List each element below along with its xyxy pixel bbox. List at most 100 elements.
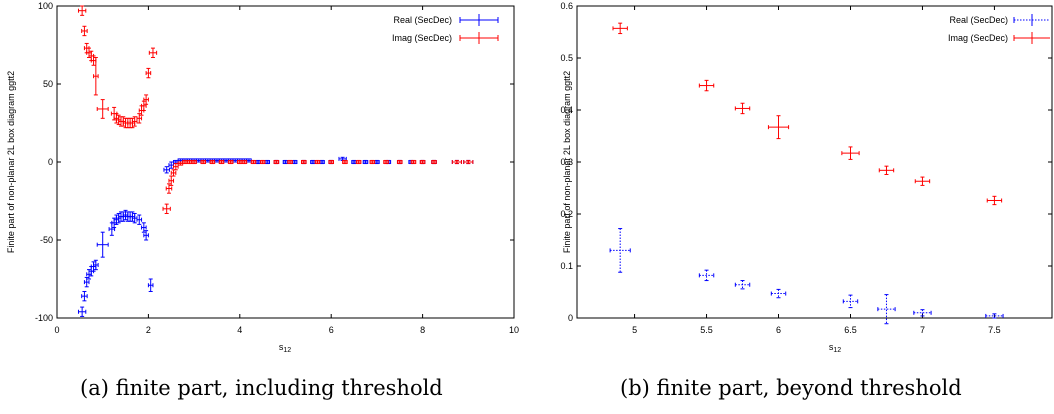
data-point (319, 159, 325, 165)
y-tick-label: 0.4 (560, 105, 573, 115)
x-tick-label: 0 (54, 325, 59, 335)
data-point (173, 163, 179, 171)
data-point (93, 259, 99, 271)
data-point (255, 159, 261, 165)
chart-b-ylabel: Finite part of non-planar 2L box diagram… (562, 71, 572, 253)
data-point (136, 113, 143, 124)
data-point (878, 165, 895, 175)
y-tick-label: 0.2 (560, 209, 573, 219)
chart-b-legend-swatch-real (1013, 14, 1050, 26)
data-point (81, 25, 88, 37)
data-point (131, 116, 138, 127)
chart-b-ticks: 5 5.5 6 6.5 7 7.5 0 0.1 0.2 0.3 0.4 0.5 0.6 (560, 1, 1052, 335)
chart-b-xlabel-main: s (829, 342, 834, 352)
data-point (162, 203, 171, 214)
data-point (168, 161, 175, 169)
data-point (396, 159, 403, 165)
data-point (609, 228, 631, 273)
chart-a-legend-label-real: Real (SecDec) (393, 15, 452, 25)
chart-a-xlabel: s12 (279, 342, 291, 354)
data-point (209, 159, 216, 165)
data-point (93, 56, 99, 96)
x-tick-label: 4 (237, 325, 242, 335)
data-point (287, 159, 293, 165)
data-point (310, 159, 316, 165)
data-point (383, 159, 389, 165)
data-point (369, 159, 376, 165)
chart-b-legend-swatch-imag (1013, 32, 1050, 44)
y-tick-label: -100 (35, 313, 53, 323)
data-point (841, 146, 860, 160)
x-tick-label: 7 (920, 325, 925, 335)
data-point (612, 22, 628, 35)
data-point (314, 159, 321, 165)
data-point (431, 159, 437, 165)
x-tick-label: 5 (632, 325, 637, 335)
data-point (362, 159, 369, 165)
data-point (985, 313, 1004, 319)
data-point (698, 269, 715, 282)
y-tick-label: 100 (38, 1, 53, 11)
chart-b-xlabel: s12 (829, 342, 841, 354)
data-point (410, 159, 417, 165)
data-point (96, 99, 109, 119)
data-point (264, 159, 271, 165)
chart-a-legend-swatch-imag (459, 32, 499, 44)
y-tick-label: 0.3 (560, 157, 573, 167)
data-point (374, 159, 380, 165)
data-point (770, 288, 787, 299)
data-point (163, 166, 170, 174)
data-point (698, 79, 715, 92)
data-point (148, 47, 158, 58)
data-point (145, 67, 152, 79)
data-point (141, 100, 147, 112)
data-point (342, 159, 348, 165)
data-point (182, 159, 188, 165)
data-point (191, 159, 197, 165)
data-point (214, 158, 220, 163)
data-point (986, 195, 1003, 206)
data-point (282, 159, 289, 165)
chart-b-legend-label-real: Real (SecDec) (949, 15, 1008, 25)
y-tick-label: 0.5 (560, 53, 573, 63)
caption-b: (b) finite part, beyond threshold (620, 376, 962, 400)
data-point (259, 159, 266, 165)
data-point (168, 175, 175, 186)
data-point (273, 159, 280, 165)
data-point (227, 159, 234, 165)
chart-a-ticks: 0 2 4 6 8 10 -100 -50 0 50 100 (35, 1, 519, 335)
y-tick-label: 50 (43, 79, 53, 89)
chart-a-points (77, 5, 474, 317)
chart-a-legend-swatch-real (459, 14, 499, 26)
data-point (200, 159, 207, 165)
data-point (232, 158, 239, 163)
x-tick-label: 2 (146, 325, 151, 335)
data-point (842, 294, 859, 309)
y-tick-label: 0 (48, 157, 53, 167)
data-point (328, 159, 334, 165)
data-point (147, 278, 154, 292)
data-point (77, 306, 87, 317)
data-point (451, 159, 462, 165)
data-point (218, 159, 225, 165)
data-point (241, 159, 248, 165)
chart-b: Finite part of non-planar 2L box diagram… (560, 1, 1053, 354)
data-point (246, 158, 252, 163)
data-point (355, 159, 362, 165)
x-tick-label: 5.5 (700, 325, 713, 335)
chart-b-legend-label-imag: Imag (SecDec) (948, 33, 1008, 43)
data-point (237, 159, 243, 165)
data-point (177, 161, 184, 166)
data-point (351, 159, 357, 165)
data-point (136, 214, 143, 225)
data-point (141, 222, 147, 233)
chart-b-legend: Real (SecDec) Imag (SecDec) (948, 14, 1050, 44)
x-tick-label: 8 (420, 325, 425, 335)
data-point (83, 276, 90, 288)
data-point (143, 230, 149, 241)
data-point (170, 169, 177, 177)
data-point (463, 159, 474, 165)
data-point (734, 280, 751, 290)
data-point (195, 158, 202, 163)
